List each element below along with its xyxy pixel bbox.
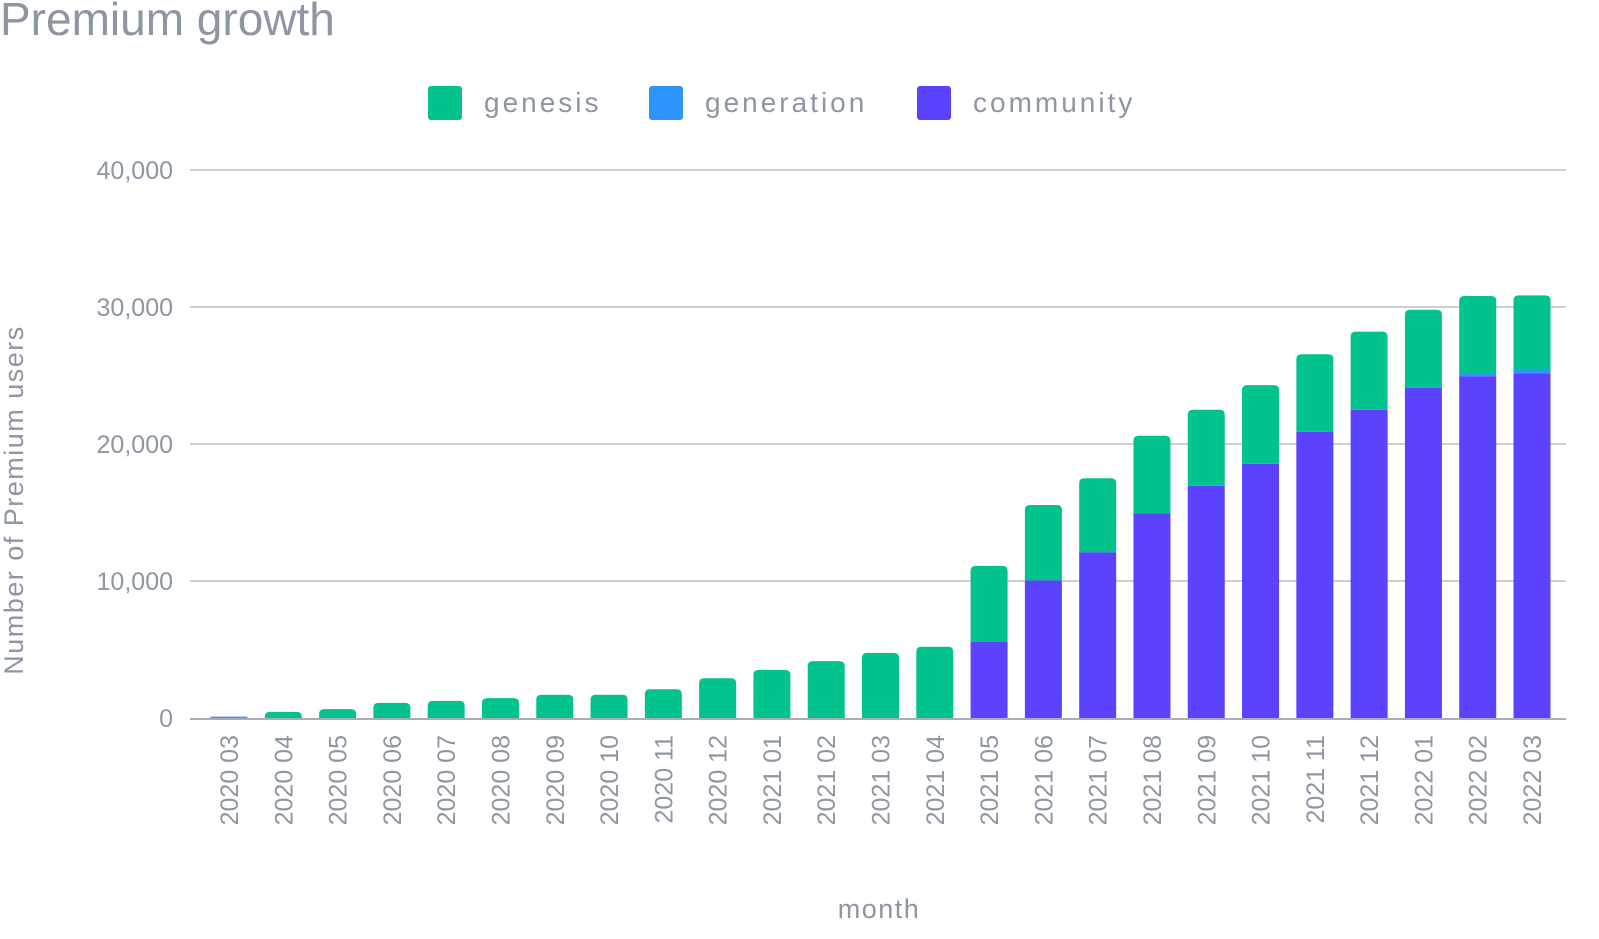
x-tick-label: 2020 05 xyxy=(325,735,353,825)
x-tick-label: 2022 03 xyxy=(1519,735,1547,825)
bar-genesis[interactable] xyxy=(319,709,357,718)
y-tick-label: 10,000 xyxy=(97,568,173,596)
bar-community[interactable] xyxy=(1187,485,1225,718)
x-tick-label: 2020 03 xyxy=(216,735,244,825)
x-axis-title: month xyxy=(838,894,921,924)
bar-genesis[interactable] xyxy=(1513,295,1551,371)
x-tick-label: 2021 07 xyxy=(1085,735,1113,825)
x-tick-label: 2020 09 xyxy=(542,735,570,825)
x-tick-label: 2020 11 xyxy=(650,735,678,824)
bar-genesis[interactable] xyxy=(264,711,302,718)
bar-community[interactable] xyxy=(1513,373,1551,718)
bar-genesis[interactable] xyxy=(1350,331,1388,410)
x-tick-label: 2021 03 xyxy=(868,735,896,825)
bar-genesis[interactable] xyxy=(1187,409,1225,486)
legend-swatch-generation xyxy=(649,86,683,120)
x-tick-label: 2021 08 xyxy=(1139,735,1167,825)
bar-genesis[interactable] xyxy=(862,652,899,718)
bar-community[interactable] xyxy=(1079,552,1117,718)
bar-community[interactable] xyxy=(1350,409,1388,718)
bar-community[interactable] xyxy=(970,641,1008,718)
x-tick-label: 2020 06 xyxy=(379,735,407,825)
y-tick-label: 20,000 xyxy=(97,431,173,459)
x-tick-label: 2022 01 xyxy=(1410,735,1438,825)
legend-label-generation: generation xyxy=(705,87,868,118)
bar-genesis[interactable] xyxy=(1024,504,1062,581)
legend-item-community[interactable]: community xyxy=(917,86,1135,120)
bar-genesis[interactable] xyxy=(590,694,628,718)
x-tick-label: 2021 06 xyxy=(1030,735,1058,825)
bar-genesis[interactable] xyxy=(427,700,465,718)
chart-title: Premium growth xyxy=(0,0,335,45)
y-tick-label: 40,000 xyxy=(97,157,173,185)
x-tick-label: 2020 12 xyxy=(705,735,733,825)
bar-genesis[interactable] xyxy=(1404,309,1442,388)
x-tick-label: 2020 04 xyxy=(270,735,298,825)
bar-genesis[interactable] xyxy=(481,698,519,718)
x-tick-label: 2020 10 xyxy=(596,735,624,825)
x-tick-labels: 2020 03 2020 04 2020 05 2020 06 2020 07 2020 … xyxy=(216,735,1547,825)
bar-genesis[interactable] xyxy=(1296,354,1334,432)
bar-genesis[interactable] xyxy=(1133,435,1171,514)
legend: genesis generation community xyxy=(0,86,1599,122)
bar-genesis[interactable] xyxy=(373,702,411,718)
x-tick-label: 2021 02 xyxy=(813,735,841,825)
bar-community[interactable] xyxy=(1133,513,1171,718)
bar-community[interactable] xyxy=(1024,580,1062,718)
x-tick-label: 2021 01 xyxy=(759,735,787,825)
legend-item-generation[interactable]: generation xyxy=(649,86,867,120)
bar-community[interactable] xyxy=(1459,376,1497,718)
bar-genesis[interactable] xyxy=(1459,296,1497,374)
y-tick-labels: 0 10,000 20,000 30,000 40,000 xyxy=(97,157,173,733)
bar-genesis[interactable] xyxy=(916,646,954,718)
x-tick-label: 2021 12 xyxy=(1356,735,1384,825)
bar-generation[interactable] xyxy=(1513,370,1551,374)
bar-generation[interactable] xyxy=(1459,373,1497,377)
y-tick-label: 30,000 xyxy=(97,294,173,322)
legend-item-genesis[interactable]: genesis xyxy=(428,86,602,120)
bar-community[interactable] xyxy=(1296,431,1334,718)
legend-label-community: community xyxy=(973,87,1136,118)
legend-swatch-genesis xyxy=(428,86,462,120)
x-tick-label: 2020 07 xyxy=(433,735,461,825)
x-tick-label: 2022 02 xyxy=(1465,735,1493,825)
x-tick-label: 2020 08 xyxy=(487,735,515,825)
bar-genesis[interactable] xyxy=(1079,478,1117,553)
y-tick-label: 0 xyxy=(159,705,173,733)
bars xyxy=(210,295,1551,719)
x-tick-label: 2021 05 xyxy=(976,735,1004,825)
legend-swatch-community xyxy=(917,86,951,120)
bar-genesis[interactable] xyxy=(1242,385,1280,464)
bar-genesis[interactable] xyxy=(536,694,574,718)
bar-genesis[interactable] xyxy=(644,689,682,718)
gridlines xyxy=(190,169,1566,582)
bar-community[interactable] xyxy=(1404,387,1442,718)
bar-genesis[interactable] xyxy=(970,565,1008,642)
legend-label-genesis: genesis xyxy=(484,87,602,118)
x-tick-label: 2021 10 xyxy=(1248,735,1276,825)
bar-generation[interactable] xyxy=(210,716,248,719)
x-tick-label: 2021 11 xyxy=(1302,735,1330,824)
bar-genesis[interactable] xyxy=(753,670,791,718)
bar-genesis[interactable] xyxy=(807,661,845,718)
bar-community[interactable] xyxy=(1242,463,1280,718)
y-axis-title: Number of Premium users xyxy=(0,325,29,675)
x-tick-label: 2021 09 xyxy=(1193,735,1221,825)
bar-genesis[interactable] xyxy=(699,678,737,718)
x-tick-label: 2021 04 xyxy=(922,735,950,825)
